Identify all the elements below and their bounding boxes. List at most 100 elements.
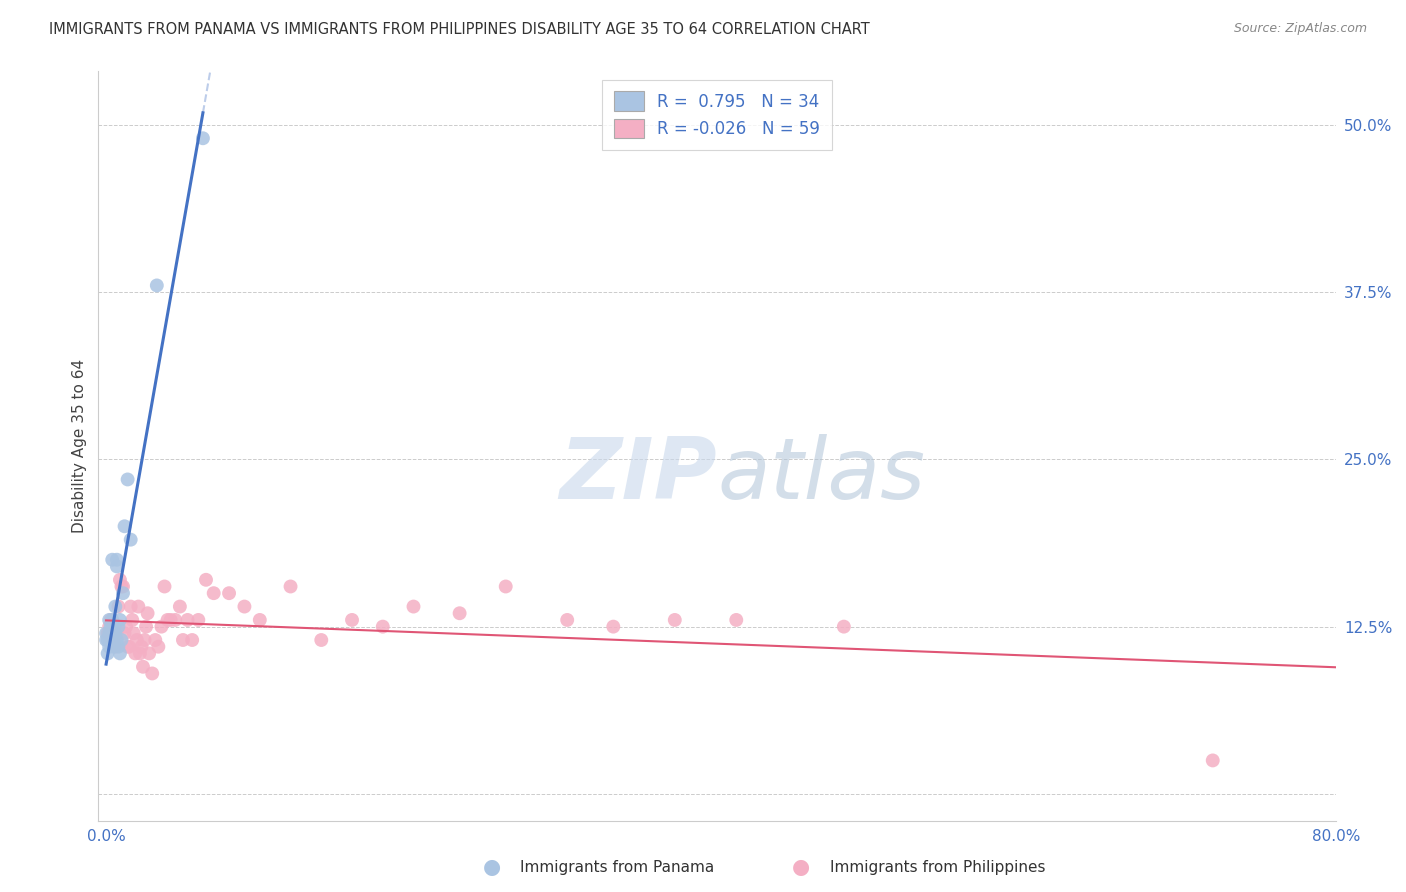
Point (94, 633, 117, 648)
Point (120, 599, 142, 614)
Point (108, 646, 131, 660)
Y-axis label: Disability Age 35 to 64: Disability Age 35 to 64 (72, 359, 87, 533)
Point (169, 599, 191, 614)
Point (159, 613, 181, 627)
Point (134, 633, 156, 648)
Point (725, 613, 748, 627)
Point (101, 626, 124, 640)
Point (233, 599, 256, 614)
Point (101, 626, 124, 640)
Point (124, 646, 146, 660)
Point (105, 559, 128, 574)
Point (100, 619, 122, 633)
Point (100, 633, 122, 648)
Point (103, 633, 125, 648)
Legend: R =  0.795   N = 34, R = -0.026   N = 59: R = 0.795 N = 34, R = -0.026 N = 59 (602, 79, 832, 150)
Point (121, 613, 143, 627)
Text: Immigrants from Panama: Immigrants from Panama (520, 860, 714, 874)
Point (129, 646, 152, 660)
Point (110, 580, 132, 594)
Point (371, 619, 394, 633)
Point (104, 633, 127, 648)
Point (202, 586, 225, 600)
Point (146, 278, 169, 293)
Point (148, 640, 170, 654)
Text: IMMIGRANTS FROM PANAMA VS IMMIGRANTS FROM PHILIPPINES DISABILITY AGE 35 TO 64 CO: IMMIGRANTS FROM PANAMA VS IMMIGRANTS FRO… (49, 22, 870, 37)
Point (101, 613, 124, 627)
Point (114, 519, 136, 533)
Text: atlas: atlas (717, 434, 925, 517)
Text: Immigrants from Philippines: Immigrants from Philippines (830, 860, 1045, 874)
Point (115, 619, 138, 633)
Point (181, 633, 204, 648)
Point (555, 613, 578, 627)
Point (187, 613, 209, 627)
Point (100, 626, 122, 640)
Point (127, 599, 149, 614)
Point (101, 552, 124, 567)
Point (94, 626, 117, 640)
Point (107, 599, 129, 614)
Point (114, 626, 136, 640)
Point (132, 660, 155, 674)
Point (150, 619, 173, 633)
Point (104, 599, 127, 614)
Point (602, 619, 624, 633)
Point (111, 586, 134, 600)
Point (136, 607, 159, 621)
Point (98, 613, 121, 627)
Point (1202, 753, 1225, 767)
Point (495, 580, 517, 594)
Point (100, 613, 122, 627)
Point (117, 640, 139, 654)
Point (449, 607, 471, 621)
Point (104, 626, 127, 640)
Point (107, 619, 129, 633)
Point (103, 626, 125, 640)
Point (107, 640, 129, 654)
Point (176, 613, 198, 627)
Point (103, 640, 125, 654)
Text: ●: ● (484, 857, 501, 877)
Point (125, 633, 148, 648)
Point (135, 619, 157, 633)
Point (141, 666, 163, 681)
Point (143, 633, 166, 648)
Point (98, 640, 121, 654)
Point (311, 633, 333, 648)
Point (218, 586, 240, 600)
Point (105, 552, 128, 567)
Point (402, 599, 425, 614)
Point (664, 613, 686, 627)
Text: ●: ● (793, 857, 810, 877)
Point (832, 619, 855, 633)
Point (165, 613, 187, 627)
Point (103, 633, 125, 648)
Point (104, 640, 127, 654)
Point (191, 131, 214, 145)
Point (195, 573, 218, 587)
Point (172, 633, 194, 648)
Point (117, 473, 139, 487)
Point (122, 626, 145, 640)
Text: Source: ZipAtlas.com: Source: ZipAtlas.com (1233, 22, 1367, 36)
Point (108, 613, 131, 627)
Point (97, 646, 120, 660)
Point (120, 533, 142, 547)
Point (156, 613, 179, 627)
Point (153, 580, 176, 594)
Point (98, 626, 121, 640)
Point (98, 619, 121, 633)
Text: ZIP: ZIP (560, 434, 717, 517)
Point (340, 613, 363, 627)
Point (280, 580, 302, 594)
Point (110, 633, 132, 648)
Point (103, 619, 125, 633)
Point (111, 580, 134, 594)
Point (97, 626, 120, 640)
Point (105, 633, 128, 648)
Point (249, 613, 271, 627)
Point (138, 646, 160, 660)
Point (118, 640, 141, 654)
Point (97, 633, 120, 648)
